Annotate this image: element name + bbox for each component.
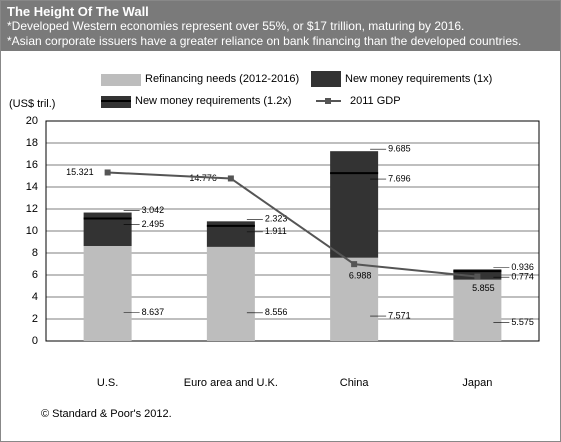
data-label: 0.774 bbox=[511, 272, 534, 282]
data-label: 2.495 bbox=[142, 219, 165, 229]
bar bbox=[83, 245, 132, 341]
x-tick-label: China bbox=[340, 377, 370, 389]
data-label: 2.323 bbox=[265, 214, 288, 224]
line bbox=[107, 171, 478, 278]
legend-label: 2011 GDP bbox=[350, 95, 401, 107]
y-tick-label: 12 bbox=[26, 203, 38, 215]
title: The Height Of The Wall bbox=[7, 4, 149, 19]
subtitle: *Developed Western economies represent o… bbox=[7, 19, 465, 33]
y-tick-label: 16 bbox=[26, 159, 38, 171]
data-label: 5.855 bbox=[472, 283, 495, 293]
bar bbox=[330, 257, 379, 341]
y-axis-label: (US$ tril.) bbox=[9, 98, 55, 110]
data-label: 0.936 bbox=[511, 262, 534, 272]
data-label: 7.571 bbox=[388, 310, 411, 320]
header: The Height Of The Wall *Developed Wester… bbox=[1, 1, 560, 51]
data-label: 8.637 bbox=[142, 307, 165, 317]
x-tick-label: Euro area and U.K. bbox=[184, 377, 278, 389]
legend-swatch bbox=[325, 98, 331, 104]
data-label: 7.696 bbox=[388, 173, 411, 183]
legend-label: Refinancing needs (2012-2016) bbox=[145, 73, 299, 85]
legend-label: New money requirements (1x) bbox=[345, 73, 492, 85]
data-label: 1.911 bbox=[265, 226, 287, 236]
legend-swatch bbox=[311, 71, 341, 87]
data-label: 9.685 bbox=[388, 144, 411, 154]
bar bbox=[330, 151, 379, 258]
bar bbox=[453, 279, 502, 341]
y-tick-label: 6 bbox=[32, 269, 38, 281]
data-label: 8.556 bbox=[265, 307, 288, 317]
y-tick-label: 2 bbox=[32, 313, 38, 325]
bar bbox=[206, 246, 255, 341]
legend-swatch bbox=[101, 74, 141, 86]
y-tick-label: 14 bbox=[26, 181, 38, 193]
x-tick-label: U.S. bbox=[97, 377, 118, 389]
data-label: 3.042 bbox=[142, 205, 165, 215]
y-tick-label: 20 bbox=[26, 115, 38, 127]
point bbox=[474, 273, 481, 280]
point bbox=[104, 169, 111, 176]
data-label: 15.321 bbox=[66, 167, 94, 177]
y-tick-label: 4 bbox=[32, 291, 38, 303]
y-tick-label: 8 bbox=[32, 247, 38, 259]
point bbox=[351, 261, 358, 268]
point bbox=[227, 175, 234, 182]
data-label: 6.988 bbox=[349, 271, 372, 281]
y-tick-label: 10 bbox=[26, 225, 38, 237]
y-tick-label: 0 bbox=[32, 335, 38, 347]
data-label: 5.575 bbox=[511, 317, 534, 327]
x-tick-label: Japan bbox=[462, 377, 492, 389]
y-tick-label: 18 bbox=[26, 137, 38, 149]
subtitle: *Asian corporate issuers have a greater … bbox=[7, 34, 522, 48]
legend-label: New money requirements (1.2x) bbox=[135, 95, 292, 107]
source: © Standard & Poor's 2012. bbox=[41, 408, 172, 420]
